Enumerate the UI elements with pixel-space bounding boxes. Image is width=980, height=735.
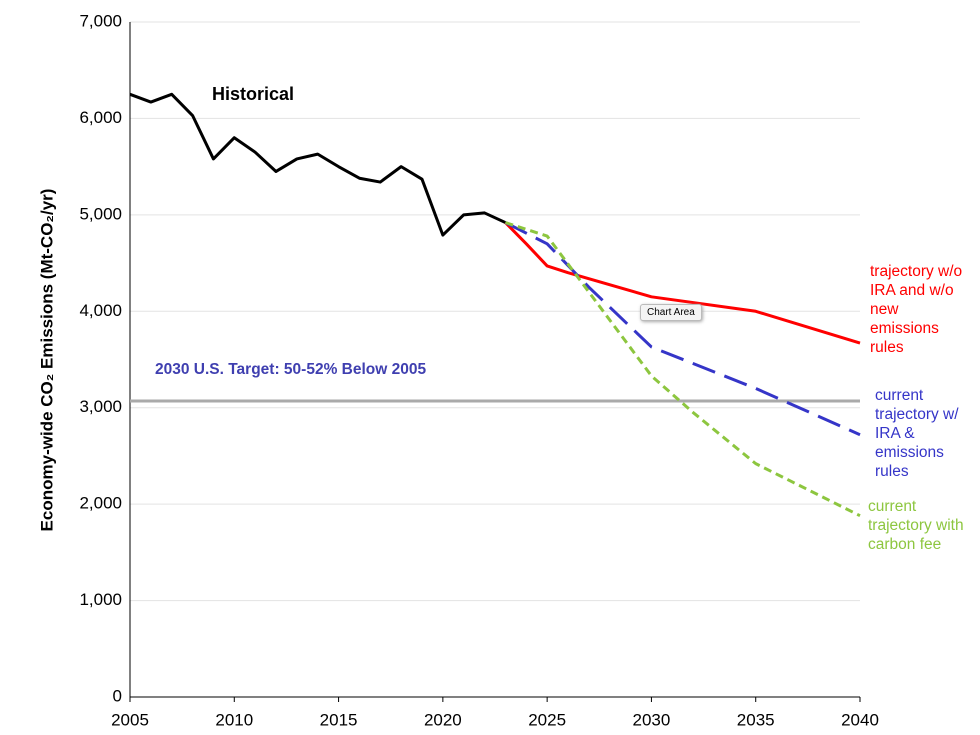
series-label: current trajectory w/ IRA & emissions ru… — [875, 387, 959, 480]
tooltip: Chart Area — [640, 304, 702, 321]
y-tick-label: 6,000 — [79, 108, 122, 127]
y-tick-label: 0 — [113, 686, 122, 705]
annotation: Historical — [212, 84, 294, 104]
x-tick-label: 2005 — [111, 710, 149, 729]
y-tick-label: 2,000 — [79, 494, 122, 513]
x-tick-label: 2015 — [320, 710, 358, 729]
x-tick-label: 2035 — [737, 710, 775, 729]
series-label: trajectory w/o IRA and w/o new emissions… — [870, 263, 963, 356]
x-tick-label: 2010 — [215, 710, 253, 729]
line-series — [504, 221, 861, 345]
line-series — [504, 221, 861, 518]
series-label: current trajectory with carbon fee — [868, 498, 964, 553]
y-tick-label: 3,000 — [79, 397, 122, 416]
y-tick-label: 7,000 — [79, 11, 122, 30]
target-label: 2030 U.S. Target: 50-52% Below 2005 — [155, 361, 426, 378]
y-tick-label: 5,000 — [79, 204, 122, 223]
x-tick-label: 2020 — [424, 710, 462, 729]
y-tick-label: 4,000 — [79, 301, 122, 320]
x-tick-label: 2040 — [841, 710, 879, 729]
y-tick-label: 1,000 — [79, 590, 122, 609]
x-tick-label: 2025 — [528, 710, 566, 729]
line-series — [129, 92, 507, 237]
x-tick-label: 2030 — [633, 710, 671, 729]
y-axis-label: Economy-wide CO₂ Emissions (Mt-CO₂/yr) — [37, 189, 56, 532]
line-series — [504, 221, 861, 437]
